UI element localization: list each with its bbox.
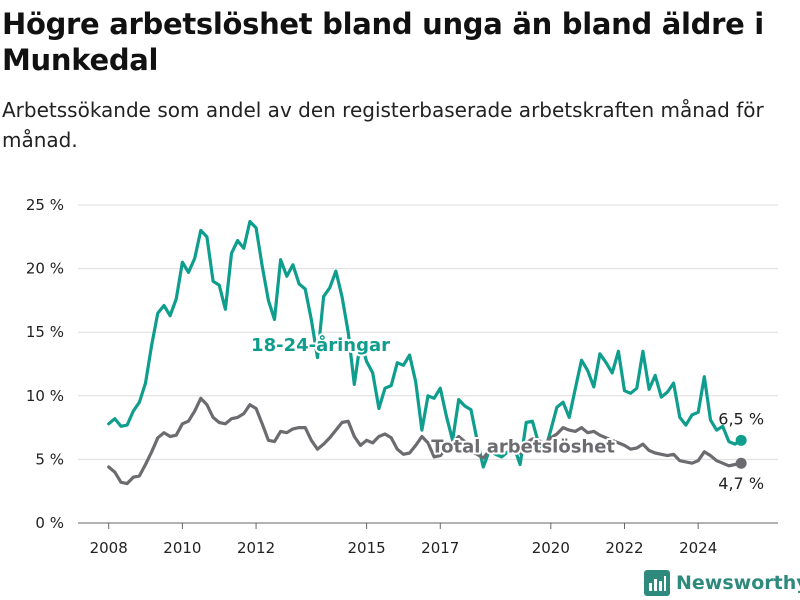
- chart-subtitle: Arbetssökande som andel av den registerb…: [2, 98, 764, 152]
- series-end-point-0: [735, 434, 747, 446]
- x-tick-label: 2022: [605, 539, 643, 557]
- y-tick-label: 20 %: [26, 260, 64, 278]
- brand-name: Newsworthy: [676, 572, 800, 594]
- y-tick-label: 25 %: [26, 196, 64, 214]
- chart-title: Högre arbetslöshet bland unga än bland ä…: [2, 7, 764, 77]
- series-lines: [107, 219, 747, 486]
- y-tick-label: 5 %: [35, 450, 64, 468]
- x-tick-label: 2012: [237, 539, 275, 557]
- grid: 0 % 5 % 10 % 15 % 20 % 25 %: [26, 196, 778, 532]
- x-tick-label: 2015: [348, 539, 386, 557]
- series-name-label-1: Total arbetslöshet: [431, 437, 615, 458]
- y-tick-label: 0 %: [35, 514, 64, 532]
- newsworthy-logo: Newsworthy: [644, 567, 800, 599]
- x-tick-label: 2008: [90, 539, 128, 557]
- x-axis: 2008 2010 2012 2015 2017 2020 2022 2024: [90, 523, 717, 557]
- x-tick-label: 2024: [679, 539, 717, 557]
- x-tick-label: 2020: [532, 539, 570, 557]
- series-labels: 6,5 % 4,7 % 18-24-åringar Total arbetslöshe…: [249, 332, 764, 493]
- y-tick-label: 15 %: [26, 323, 64, 341]
- series-end-point-1: [735, 457, 747, 469]
- x-tick-label: 2017: [421, 539, 459, 557]
- series-line-1: [107, 396, 743, 486]
- y-tick-label: 10 %: [26, 387, 64, 405]
- series-line-0: [107, 219, 743, 469]
- end-value-label-0: 6,5 %: [718, 409, 764, 428]
- bar-chart-logo-icon: [644, 570, 670, 596]
- series-name-label-0: 18-24-åringar: [251, 334, 390, 356]
- end-value-label-1: 4,7 %: [718, 474, 764, 493]
- x-tick-label: 2010: [163, 539, 201, 557]
